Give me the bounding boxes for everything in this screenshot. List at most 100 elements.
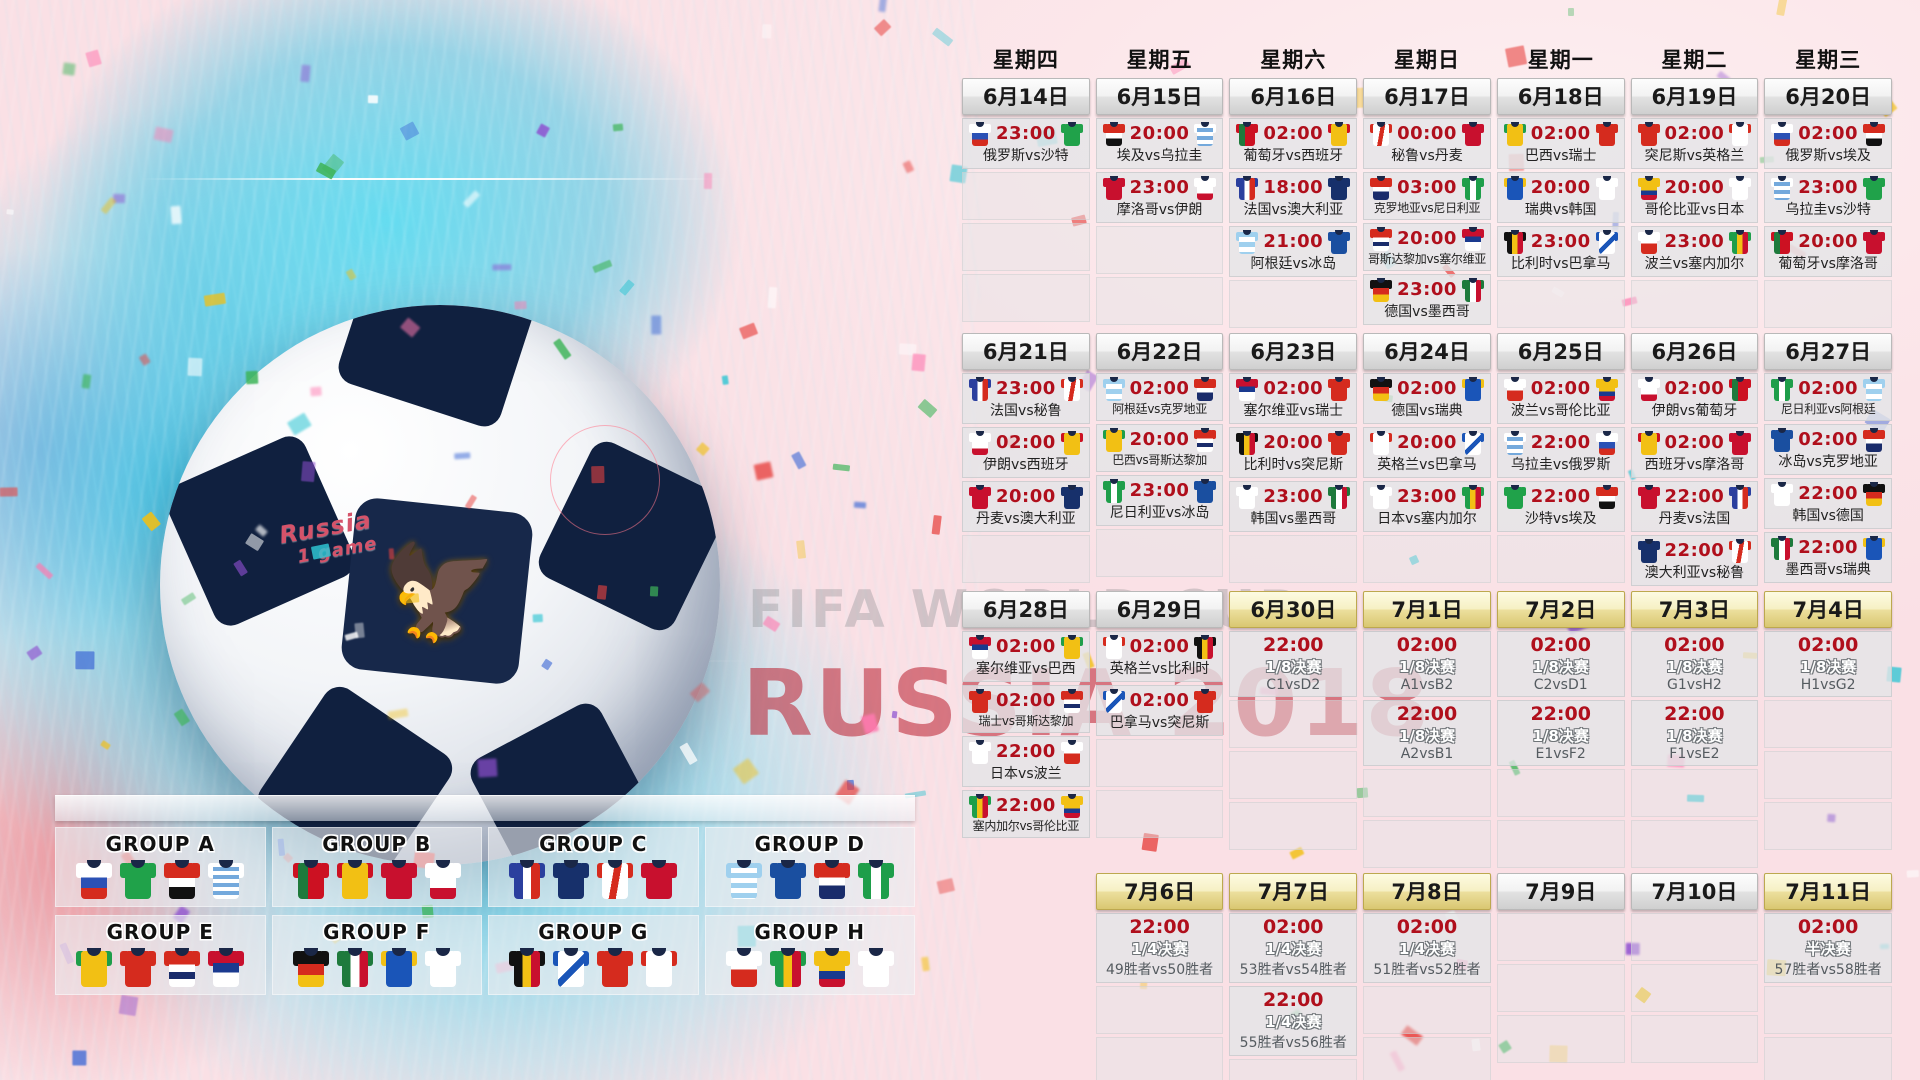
- group-match-cell[interactable]: 02:00 瑞士vs哥斯达黎加: [962, 685, 1090, 733]
- date-header-6月30日[interactable]: 6月30日: [1229, 591, 1358, 628]
- group-match-cell[interactable]: 20:00 埃及vs乌拉圭: [1095, 118, 1224, 169]
- empty-match-cell: [1764, 986, 1892, 1034]
- group-match-cell[interactable]: 20:00 哥伦比亚vs日本: [1630, 172, 1759, 223]
- group-match-cell[interactable]: 22:00 沙特vs埃及: [1496, 481, 1625, 532]
- group-panel-group-c[interactable]: GROUP C: [488, 827, 699, 907]
- date-header-7月10日[interactable]: 7月10日: [1630, 873, 1759, 910]
- group-panel-group-g[interactable]: GROUP G: [488, 915, 699, 995]
- group-match-cell[interactable]: 02:00 俄罗斯vs埃及: [1764, 118, 1892, 169]
- group-match-cell[interactable]: 02:00 巴西vs瑞士: [1496, 118, 1625, 169]
- date-header-7月11日[interactable]: 7月11日: [1764, 873, 1892, 910]
- group-match-cell[interactable]: 20:00 比利时vs突尼斯: [1229, 427, 1358, 478]
- date-header-6月17日[interactable]: 6月17日: [1363, 78, 1491, 115]
- date-header-6月28日[interactable]: 6月28日: [962, 591, 1090, 628]
- knockout-match-cell[interactable]: 02:00 1/4决赛 53胜者vs54胜者: [1229, 913, 1358, 983]
- date-header-7月7日[interactable]: 7月7日: [1229, 873, 1358, 910]
- group-panel-group-a[interactable]: GROUP A: [55, 827, 266, 907]
- group-match-cell[interactable]: 22:00 塞内加尔vs哥伦比亚: [962, 790, 1090, 838]
- group-match-cell[interactable]: 20:00 哥斯达黎加vs塞尔维亚: [1363, 223, 1491, 271]
- group-match-cell[interactable]: 23:00 乌拉圭vs沙特: [1764, 172, 1892, 223]
- group-match-cell[interactable]: 02:00 塞尔维亚vs巴西: [962, 631, 1090, 682]
- date-header-6月25日[interactable]: 6月25日: [1496, 333, 1625, 370]
- date-header-6月18日[interactable]: 6月18日: [1496, 78, 1625, 115]
- group-match-cell[interactable]: 03:00 克罗地亚vs尼日利亚: [1363, 172, 1491, 220]
- group-match-cell[interactable]: 00:00 秘鲁vs丹麦: [1363, 118, 1491, 169]
- group-match-cell[interactable]: 02:00 阿根廷vs克罗地亚: [1095, 373, 1224, 421]
- group-match-cell[interactable]: 02:00 波兰vs哥伦比亚: [1496, 373, 1625, 424]
- group-match-cell[interactable]: 20:00 巴西vs哥斯达黎加: [1095, 424, 1224, 472]
- group-panel-group-h[interactable]: GROUP H: [704, 915, 915, 995]
- group-match-cell[interactable]: 02:00 葡萄牙vs西班牙: [1229, 118, 1358, 169]
- group-match-cell[interactable]: 22:00 澳大利亚vs秘鲁: [1630, 535, 1759, 586]
- group-match-cell[interactable]: 02:00 德国vs瑞典: [1363, 373, 1491, 424]
- group-match-cell[interactable]: 02:00 英格兰vs比利时: [1095, 631, 1224, 682]
- date-header-7月2日[interactable]: 7月2日: [1496, 591, 1625, 628]
- group-match-cell[interactable]: 23:00 德国vs墨西哥: [1363, 274, 1491, 325]
- group-match-cell[interactable]: 23:00 比利时vs巴拿马: [1496, 226, 1625, 277]
- knockout-match-cell[interactable]: 22:00 1/4决赛 49胜者vs50胜者: [1095, 913, 1224, 983]
- group-match-cell[interactable]: 20:00 葡萄牙vs摩洛哥: [1764, 226, 1892, 277]
- group-match-cell[interactable]: 23:00 摩洛哥vs伊朗: [1095, 172, 1224, 223]
- group-match-cell[interactable]: 02:00 西班牙vs摩洛哥: [1630, 427, 1759, 478]
- group-panel-group-e[interactable]: GROUP E: [55, 915, 266, 995]
- date-header-6月15日[interactable]: 6月15日: [1095, 78, 1224, 115]
- knockout-match-cell[interactable]: 22:00 1/8决赛 F1vsE2: [1630, 700, 1759, 766]
- group-match-cell[interactable]: 23:00 尼日利亚vs冰岛: [1095, 475, 1224, 526]
- group-match-cell[interactable]: 02:00 冰岛vs克罗地亚: [1764, 424, 1892, 475]
- date-header-7月3日[interactable]: 7月3日: [1630, 591, 1759, 628]
- group-match-cell[interactable]: 18:00 法国vs澳大利亚: [1229, 172, 1358, 223]
- group-panel-group-b[interactable]: GROUP B: [271, 827, 482, 907]
- group-match-cell[interactable]: 02:00 巴拿马vs突尼斯: [1095, 685, 1224, 736]
- knockout-match-cell[interactable]: 22:00 1/8决赛 C1vsD2: [1229, 631, 1358, 697]
- group-match-cell[interactable]: 23:00 韩国vs墨西哥: [1229, 481, 1358, 532]
- group-match-cell[interactable]: 23:00 俄罗斯vs沙特: [962, 118, 1090, 169]
- knockout-match-cell[interactable]: 02:00 1/4决赛 51胜者vs52胜者: [1363, 913, 1491, 983]
- date-header-7月6日[interactable]: 7月6日: [1095, 873, 1224, 910]
- group-match-cell[interactable]: 02:00 突尼斯vs英格兰: [1630, 118, 1759, 169]
- date-header-6月21日[interactable]: 6月21日: [962, 333, 1090, 370]
- date-header-7月1日[interactable]: 7月1日: [1363, 591, 1491, 628]
- group-match-cell[interactable]: 02:00 伊朗vs葡萄牙: [1630, 373, 1759, 424]
- confetti-piece: [795, 540, 807, 559]
- date-header-6月23日[interactable]: 6月23日: [1229, 333, 1358, 370]
- date-header-6月16日[interactable]: 6月16日: [1229, 78, 1358, 115]
- knockout-match-cell[interactable]: 02:00 1/8决赛 G1vsH2: [1630, 631, 1759, 697]
- group-match-cell[interactable]: 23:00 日本vs塞内加尔: [1363, 481, 1491, 532]
- date-header-6月14日[interactable]: 6月14日: [962, 78, 1090, 115]
- date-header-6月20日[interactable]: 6月20日: [1764, 78, 1892, 115]
- date-header-6月22日[interactable]: 6月22日: [1095, 333, 1224, 370]
- knockout-match-cell[interactable]: 02:00 1/8决赛 H1vsG2: [1764, 631, 1892, 697]
- group-match-cell[interactable]: 02:00 伊朗vs西班牙: [962, 427, 1090, 478]
- group-panel-group-f[interactable]: GROUP F: [271, 915, 482, 995]
- knockout-match-cell[interactable]: 02:00 1/8决赛 A1vsB2: [1363, 631, 1491, 697]
- group-match-cell[interactable]: 22:00 日本vs波兰: [962, 736, 1090, 787]
- group-match-cell[interactable]: 22:00 乌拉圭vs俄罗斯: [1496, 427, 1625, 478]
- knockout-match-cell[interactable]: 02:00 1/8决赛 C2vsD1: [1496, 631, 1625, 697]
- group-match-cell[interactable]: 20:00 丹麦vs澳大利亚: [962, 481, 1090, 532]
- knockout-match-cell[interactable]: 22:00 1/4决赛 55胜者vs56胜者: [1229, 986, 1358, 1056]
- group-match-cell[interactable]: 23:00 法国vs秘鲁: [962, 373, 1090, 424]
- group-match-cell[interactable]: 22:00 丹麦vs法国: [1630, 481, 1759, 532]
- date-header-7月4日[interactable]: 7月4日: [1764, 591, 1892, 628]
- date-header-6月26日[interactable]: 6月26日: [1630, 333, 1759, 370]
- knockout-match-cell[interactable]: 22:00 1/8决赛 A2vsB1: [1363, 700, 1491, 766]
- group-match-cell[interactable]: 02:00 尼日利亚vs阿根廷: [1764, 373, 1892, 421]
- group-match-cell[interactable]: 02:00 塞尔维亚vs瑞士: [1229, 373, 1358, 424]
- knockout-match-cell[interactable]: 02:00 半决赛 57胜者vs58胜者: [1764, 913, 1892, 983]
- date-header-7月9日[interactable]: 7月9日: [1496, 873, 1625, 910]
- date-header-6月24日[interactable]: 6月24日: [1363, 333, 1491, 370]
- group-match-cell[interactable]: 21:00 阿根廷vs冰岛: [1229, 226, 1358, 277]
- knockout-match-cell[interactable]: 22:00 1/8决赛 E1vsF2: [1496, 700, 1625, 766]
- date-header-6月29日[interactable]: 6月29日: [1095, 591, 1224, 628]
- group-match-cell[interactable]: 20:00 英格兰vs巴拿马: [1363, 427, 1491, 478]
- match-time: 02:00: [1397, 378, 1457, 399]
- group-match-cell[interactable]: 22:00 墨西哥vs瑞典: [1764, 532, 1892, 583]
- date-header-6月27日[interactable]: 6月27日: [1764, 333, 1892, 370]
- date-header-7月8日[interactable]: 7月8日: [1363, 873, 1491, 910]
- group-match-cell[interactable]: 20:00 瑞典vs韩国: [1496, 172, 1625, 223]
- match-time: 22:00: [1664, 486, 1725, 507]
- group-panel-group-d[interactable]: GROUP D: [704, 827, 915, 907]
- group-match-cell[interactable]: 22:00 韩国vs德国: [1764, 478, 1892, 529]
- group-match-cell[interactable]: 23:00 波兰vs塞内加尔: [1630, 226, 1759, 277]
- date-header-6月19日[interactable]: 6月19日: [1630, 78, 1759, 115]
